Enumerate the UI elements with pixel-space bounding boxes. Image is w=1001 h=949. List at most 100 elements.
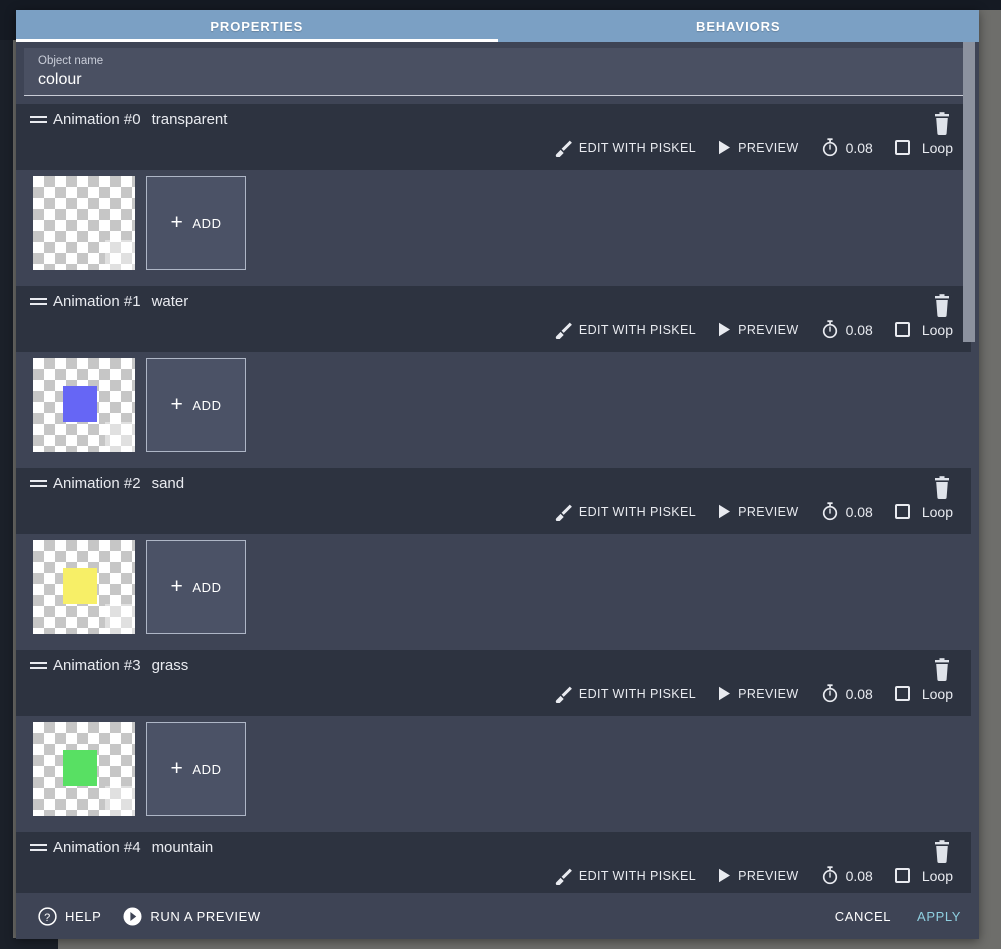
tab-properties[interactable]: PROPERTIES	[16, 10, 498, 42]
animation-title-row[interactable]: Animation #1 water	[30, 293, 188, 310]
drag-handle-icon[interactable]	[30, 660, 47, 671]
trash-icon	[935, 112, 949, 135]
footer-left-actions: ? HELP RUN A PREVIEW	[38, 906, 283, 926]
preview-label: PREVIEW	[738, 322, 799, 337]
thumbnail-overlay	[105, 604, 135, 634]
animation-header: Animation #4 mountain EDIT WITH PIS	[16, 832, 971, 893]
add-frame-button[interactable]: + ADD	[146, 176, 246, 270]
animation-toolbar: EDIT WITH PISKEL PREVIEW	[532, 684, 953, 703]
loop-toggle[interactable]: Loop	[894, 322, 953, 338]
animation-header: Animation #2 sand EDIT WITH PISKEL	[16, 468, 971, 534]
apply-label: APPLY	[917, 908, 961, 924]
frame-duration-field[interactable]: 0.08	[821, 320, 873, 339]
cancel-button[interactable]: CANCEL	[835, 909, 891, 924]
delete-animation-button[interactable]	[931, 476, 953, 500]
animation-index-label: Animation #4	[53, 839, 141, 856]
scrollbar-thumb[interactable]	[963, 42, 975, 342]
frame-duration-field[interactable]: 0.08	[821, 502, 873, 521]
loop-toggle[interactable]: Loop	[894, 504, 953, 520]
loop-toggle[interactable]: Loop	[894, 868, 953, 884]
trash-icon	[935, 840, 949, 863]
animation-name-label: grass	[151, 657, 189, 674]
loop-checkbox[interactable]	[894, 686, 910, 701]
add-frame-button[interactable]: + ADD	[146, 722, 246, 816]
frame-sprite	[63, 750, 97, 786]
loop-checkbox[interactable]	[894, 868, 910, 883]
help-button[interactable]: ? HELP	[38, 906, 101, 926]
add-frame-label: ADD	[192, 215, 222, 231]
footer-right-actions: CANCEL APPLY	[835, 909, 961, 924]
preview-label: PREVIEW	[738, 686, 799, 701]
timer-icon	[821, 502, 839, 521]
frame-thumbnail[interactable]	[33, 176, 135, 270]
animation-title-row[interactable]: Animation #0 transparent	[30, 111, 227, 128]
frame-strip: + ADD	[16, 170, 979, 278]
run-preview-button[interactable]: RUN A PREVIEW	[123, 907, 260, 926]
frame-duration-field[interactable]: 0.08	[821, 684, 873, 703]
edit-with-piskel-button[interactable]: EDIT WITH PISKEL	[554, 321, 696, 339]
edit-with-piskel-button[interactable]: EDIT WITH PISKEL	[554, 867, 696, 885]
delete-animation-button[interactable]	[931, 294, 953, 318]
brush-icon	[554, 503, 572, 521]
tab-bar: PROPERTIES BEHAVIORS	[16, 10, 979, 42]
delete-animation-button[interactable]	[931, 658, 953, 682]
edit-with-piskel-button[interactable]: EDIT WITH PISKEL	[554, 503, 696, 521]
preview-button[interactable]: PREVIEW	[718, 140, 798, 155]
loop-toggle[interactable]: Loop	[894, 140, 953, 156]
animation-index-label: Animation #3	[53, 657, 141, 674]
preview-button[interactable]: PREVIEW	[718, 868, 798, 883]
play-circle-icon	[123, 907, 142, 926]
loop-toggle[interactable]: Loop	[894, 685, 953, 702]
drag-handle-icon[interactable]	[30, 296, 47, 307]
drag-handle-icon[interactable]	[30, 842, 47, 853]
timer-icon	[821, 866, 839, 885]
object-name-field[interactable]: Object name colour	[24, 48, 971, 96]
loop-checkbox[interactable]	[894, 140, 910, 155]
loop-checkbox[interactable]	[894, 322, 910, 337]
frame-duration-field[interactable]: 0.08	[821, 138, 873, 157]
loop-checkbox[interactable]	[894, 504, 910, 519]
frame-duration-field[interactable]: 0.08	[821, 866, 873, 885]
brush-icon	[554, 139, 572, 157]
frame-thumbnail[interactable]	[33, 722, 135, 816]
edit-with-piskel-button[interactable]: EDIT WITH PISKEL	[554, 139, 696, 157]
delete-animation-button[interactable]	[931, 840, 953, 864]
preview-button[interactable]: PREVIEW	[718, 322, 798, 337]
cancel-label: CANCEL	[834, 908, 892, 924]
add-frame-button[interactable]: + ADD	[146, 540, 246, 634]
animation-block: Animation #2 sand EDIT WITH PISKEL	[16, 468, 979, 642]
apply-button[interactable]: APPLY	[917, 909, 961, 924]
animation-title-row[interactable]: Animation #2 sand	[30, 475, 184, 492]
animation-header: Animation #3 grass EDIT WITH PISKEL	[16, 650, 971, 716]
brush-icon	[554, 321, 572, 339]
add-frame-button[interactable]: + ADD	[146, 358, 246, 452]
edit-with-piskel-label: EDIT WITH PISKEL	[578, 686, 697, 701]
edit-with-piskel-button[interactable]: EDIT WITH PISKEL	[554, 685, 696, 703]
tab-behaviors[interactable]: BEHAVIORS	[498, 10, 980, 42]
timer-icon	[821, 320, 839, 339]
frame-thumbnail[interactable]	[33, 540, 135, 634]
preview-button[interactable]: PREVIEW	[718, 686, 798, 701]
help-icon: ?	[38, 906, 57, 926]
scroll-area[interactable]: Object name colour Animation #0 transpar…	[16, 42, 979, 893]
bottom-left-dark-block	[0, 938, 58, 949]
animation-block: Animation #4 mountain EDIT WITH PIS	[16, 832, 979, 893]
animation-name-label: transparent	[151, 111, 228, 128]
animation-title-row[interactable]: Animation #3 grass	[30, 657, 188, 674]
play-icon	[718, 868, 731, 883]
animation-title-row[interactable]: Animation #4 mountain	[30, 839, 213, 856]
edit-with-piskel-label: EDIT WITH PISKEL	[578, 322, 697, 337]
animation-index-label: Animation #1	[53, 293, 141, 310]
preview-button[interactable]: PREVIEW	[718, 504, 798, 519]
frame-sprite	[63, 568, 97, 604]
drag-handle-icon[interactable]	[30, 114, 47, 125]
object-name-value: colour	[38, 71, 82, 88]
svg-text:?: ?	[44, 912, 51, 924]
loop-label: Loop	[921, 685, 953, 702]
timer-icon	[821, 684, 839, 703]
delete-animation-button[interactable]	[931, 112, 953, 136]
drag-handle-icon[interactable]	[30, 478, 47, 489]
edit-with-piskel-label: EDIT WITH PISKEL	[578, 140, 697, 155]
frame-thumbnail[interactable]	[33, 358, 135, 452]
